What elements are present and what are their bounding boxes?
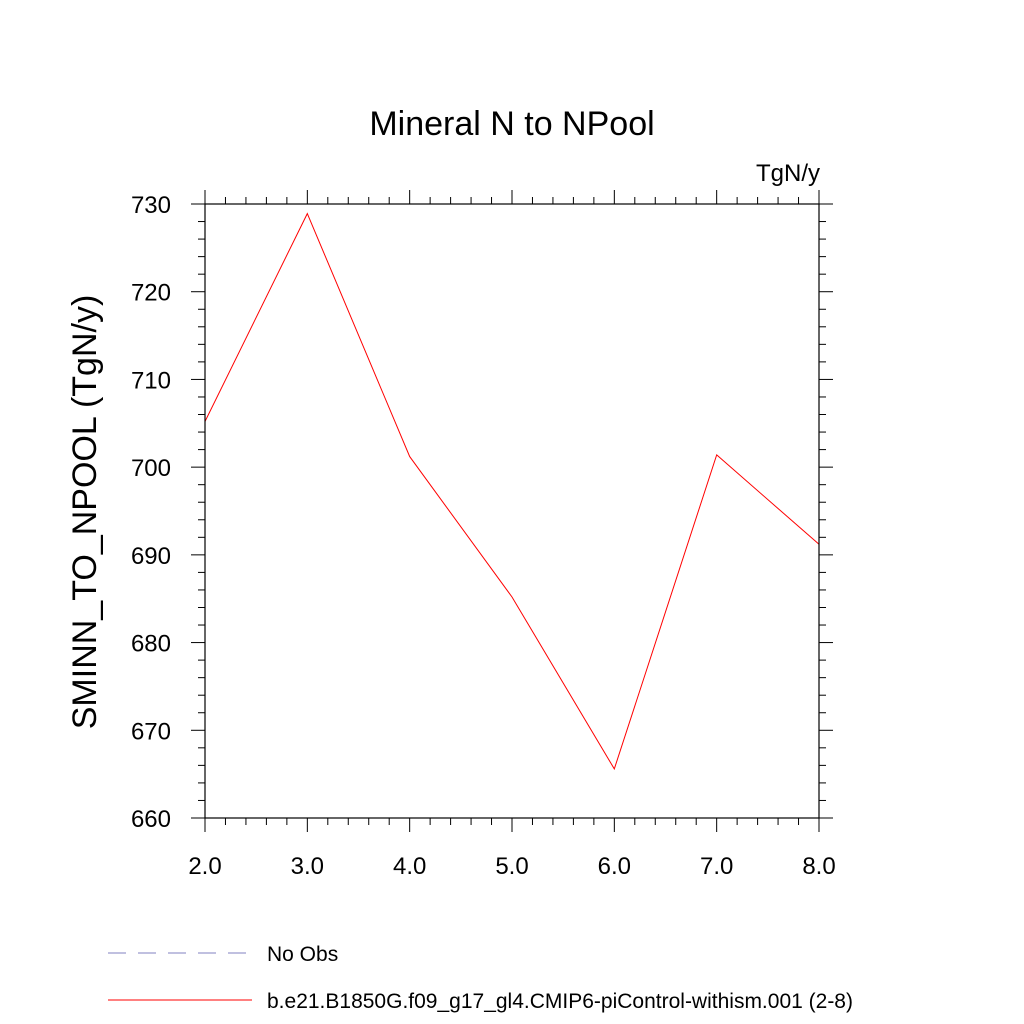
tick-labels: 2.0 3.0 4.0 5.0 6.0 7.0 8.0 660 670 680 690 700 710 7… [131,192,836,880]
chart-title: Mineral N to NPool [369,105,654,143]
x-tick-label: 6.0 [598,853,631,880]
x-tick-label: 2.0 [188,853,221,880]
legend-label: No Obs [267,943,338,966]
y-tick-label: 710 [131,367,171,394]
x-tick-label: 3.0 [291,853,324,880]
y-axis-label: SMINN_TO_NPOOL (TgN/y) [66,295,104,730]
x-tick-label: 8.0 [802,853,835,880]
y-tick-label: 680 [131,631,171,658]
axis-ticks [191,190,833,832]
y-tick-label: 700 [131,455,171,482]
series-lines [204,212,820,771]
legend: No Obs b.e21.B1850G.f09_g17_gl4.CMIP6-piC… [108,943,853,1013]
x-tick-label: 7.0 [700,853,733,880]
plot-frame [204,203,820,819]
x-tick-label: 4.0 [393,853,426,880]
series-line [204,212,820,771]
y-tick-label: 730 [131,192,171,219]
units-label: TgN/y [756,160,820,187]
y-tick-label: 690 [131,543,171,570]
legend-label: b.e21.B1850G.f09_g17_gl4.CMIP6-piControl… [267,990,853,1013]
y-tick-label: 660 [131,806,171,833]
y-tick-label: 720 [131,280,171,307]
x-tick-label: 5.0 [495,853,528,880]
y-tick-label: 670 [131,718,171,745]
